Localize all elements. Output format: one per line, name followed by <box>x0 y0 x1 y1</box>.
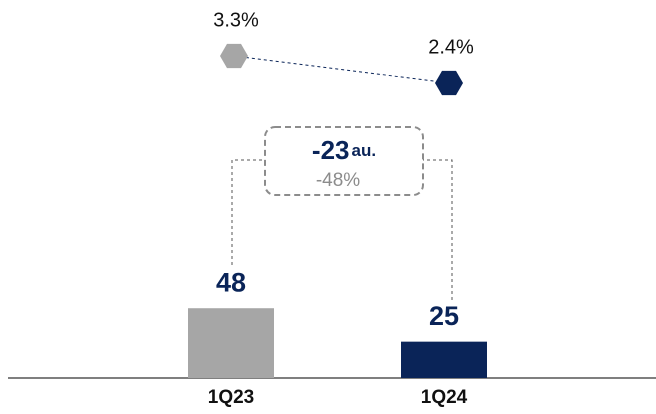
line <box>233 55 450 84</box>
line-marker <box>435 70 463 96</box>
line-value-label: 2.4% <box>428 36 474 58</box>
connector <box>231 159 265 265</box>
bar <box>401 341 487 378</box>
line-value-label: 3.3% <box>213 9 259 31</box>
annotation-percent: -48% <box>316 170 360 191</box>
x-tick-label: 1Q24 <box>421 387 468 408</box>
bar <box>188 308 274 378</box>
annotation-box <box>264 126 424 196</box>
bar-value-label: 25 <box>429 301 459 331</box>
connector <box>423 159 453 300</box>
annotation-change: -23 au. <box>312 135 376 165</box>
bar-value-label: 48 <box>216 267 246 297</box>
change-unit: au. <box>352 141 377 160</box>
x-tick-label: 1Q23 <box>208 387 254 408</box>
line-marker <box>220 43 248 69</box>
change-value: -23 <box>312 135 350 165</box>
